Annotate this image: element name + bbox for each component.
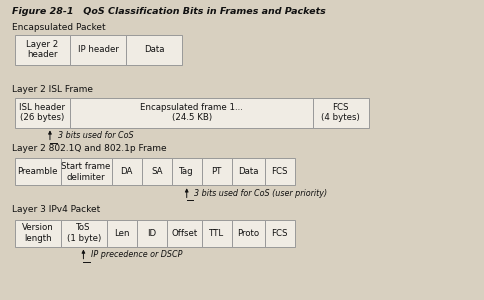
- Text: Version
length: Version length: [22, 224, 53, 243]
- Bar: [15, 158, 60, 185]
- Text: ToS
(1 byte): ToS (1 byte): [66, 224, 101, 243]
- Text: Encapsulated Packet: Encapsulated Packet: [12, 22, 106, 32]
- Text: Layer 2
header: Layer 2 header: [26, 40, 59, 59]
- Bar: [201, 158, 231, 185]
- Text: Data: Data: [143, 45, 164, 54]
- Text: Len: Len: [114, 229, 129, 238]
- Bar: [106, 220, 136, 247]
- Text: ID: ID: [147, 229, 156, 238]
- Bar: [136, 220, 166, 247]
- Text: 3 bits used for CoS (user priority): 3 bits used for CoS (user priority): [194, 189, 326, 198]
- Bar: [70, 34, 126, 64]
- Bar: [201, 220, 231, 247]
- Text: SA: SA: [151, 167, 162, 176]
- Text: FCS: FCS: [271, 167, 287, 176]
- Text: TTL: TTL: [209, 229, 224, 238]
- Text: 3 bits used for CoS: 3 bits used for CoS: [58, 131, 134, 140]
- Bar: [70, 98, 312, 128]
- Text: Start frame
delimiter: Start frame delimiter: [61, 162, 110, 182]
- Bar: [264, 158, 294, 185]
- Bar: [231, 220, 264, 247]
- Text: FCS: FCS: [271, 229, 287, 238]
- Bar: [231, 158, 264, 185]
- Text: IP header: IP header: [77, 45, 119, 54]
- Text: IP precedence or DSCP: IP precedence or DSCP: [91, 250, 182, 259]
- Bar: [15, 34, 70, 64]
- Text: DA: DA: [120, 167, 133, 176]
- Text: Layer 2 ISL Frame: Layer 2 ISL Frame: [12, 85, 93, 94]
- Bar: [141, 158, 171, 185]
- Text: Offset: Offset: [171, 229, 197, 238]
- Bar: [15, 98, 70, 128]
- Bar: [126, 34, 182, 64]
- Bar: [111, 158, 141, 185]
- Bar: [166, 220, 201, 247]
- Text: Encapsulated frame 1...
(24.5 KB): Encapsulated frame 1... (24.5 KB): [140, 103, 242, 122]
- Bar: [171, 158, 201, 185]
- Text: Layer 2 802.1Q and 802.1p Frame: Layer 2 802.1Q and 802.1p Frame: [12, 144, 166, 153]
- Bar: [60, 158, 111, 185]
- Text: FCS
(4 bytes): FCS (4 bytes): [321, 103, 359, 122]
- Text: Data: Data: [238, 167, 258, 176]
- Text: Proto: Proto: [237, 229, 259, 238]
- Bar: [15, 220, 60, 247]
- Text: ISL header
(26 bytes): ISL header (26 bytes): [19, 103, 65, 122]
- Bar: [264, 220, 294, 247]
- Text: Preamble: Preamble: [17, 167, 58, 176]
- Text: Figure 28-1   QoS Classification Bits in Frames and Packets: Figure 28-1 QoS Classification Bits in F…: [12, 8, 325, 16]
- Bar: [312, 98, 368, 128]
- Bar: [60, 220, 106, 247]
- Text: Tag: Tag: [179, 167, 194, 176]
- Text: Layer 3 IPv4 Packet: Layer 3 IPv4 Packet: [12, 206, 100, 214]
- Text: PT: PT: [211, 167, 222, 176]
